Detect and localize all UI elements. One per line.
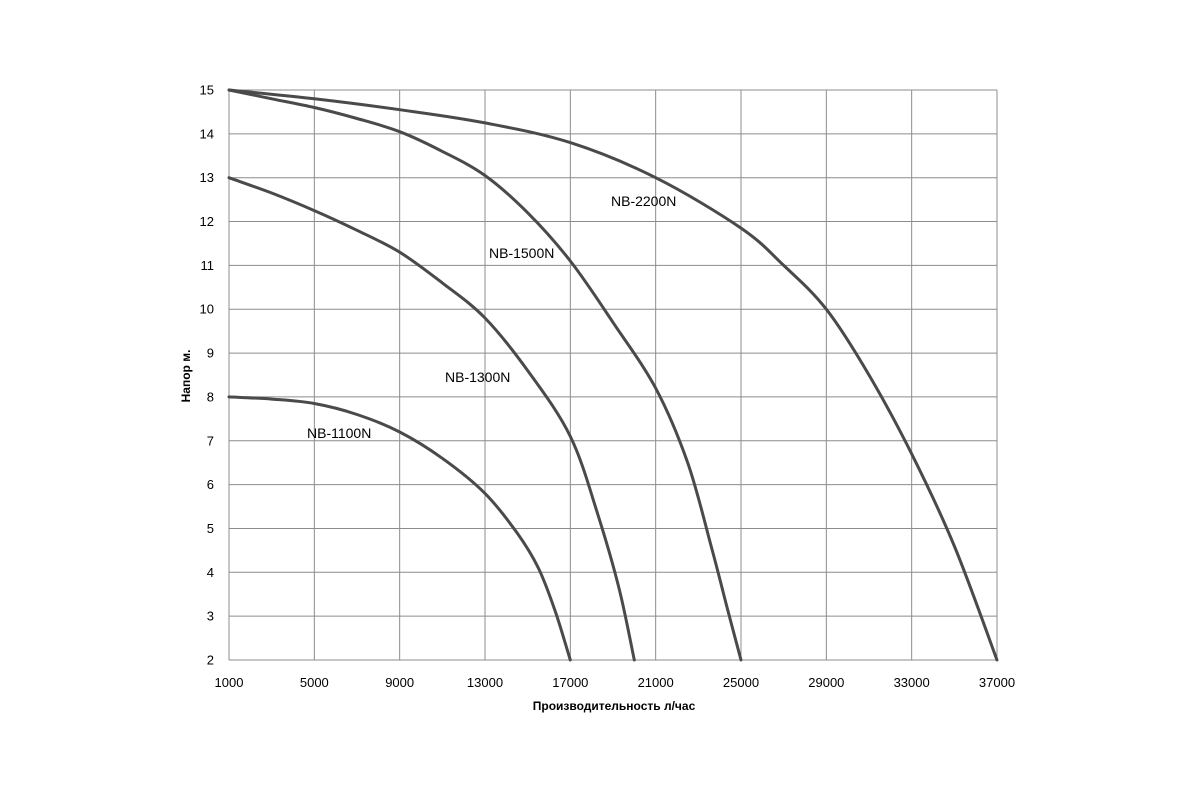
curve-nb-1100n <box>227 395 572 662</box>
y-tick-label: 8 <box>207 389 214 404</box>
y-tick-label: 3 <box>207 609 214 624</box>
x-tick-label: 37000 <box>979 675 1015 690</box>
y-tick-label: 11 <box>201 258 215 273</box>
x-tick-label: 1000 <box>215 675 244 690</box>
x-tick-label: 17000 <box>552 675 588 690</box>
curve-label-nb-1100n: NB-1100N <box>307 425 371 441</box>
x-tick-labels: 1000 5000 9000 13000 17000 21000 25000 29000 330… <box>215 675 1016 690</box>
x-tick-label: 29000 <box>808 675 844 690</box>
y-tick-label: 2 <box>207 653 214 668</box>
x-tick-label: 33000 <box>894 675 930 690</box>
curve-nb-1500n <box>227 88 743 662</box>
curve-label-nb-1500n: NB-1500N <box>489 245 554 261</box>
performance-curves <box>227 88 999 662</box>
y-tick-label: 13 <box>200 170 214 185</box>
y-tick-label: 6 <box>207 477 214 492</box>
y-tick-label: 9 <box>207 346 214 361</box>
y-tick-label: 15 <box>200 83 214 98</box>
x-tick-label: 5000 <box>300 675 329 690</box>
curve-nb-2200n <box>227 88 999 662</box>
x-tick-label: 13000 <box>467 675 503 690</box>
curve-labels: NB-1100N NB-1300N NB-1500N NB-2200N <box>307 193 676 441</box>
curve-label-nb-2200n: NB-2200N <box>611 193 676 209</box>
y-tick-label: 4 <box>207 565 214 580</box>
x-tick-label: 9000 <box>385 675 414 690</box>
y-tick-label: 14 <box>200 126 214 141</box>
y-tick-label: 5 <box>207 521 214 536</box>
y-tick-label: 10 <box>200 302 214 317</box>
y-tick-labels: 2 3 4 5 6 7 8 9 10 11 12 13 14 15 <box>200 83 214 668</box>
curve-label-nb-1300n: NB-1300N <box>445 369 510 385</box>
horizontal-gridlines <box>229 89 997 661</box>
y-axis-title: Напор м. <box>179 350 193 403</box>
y-tick-label: 12 <box>200 214 214 229</box>
y-tick-label: 7 <box>207 433 214 448</box>
vertical-gridlines <box>228 90 998 660</box>
x-tick-label: 25000 <box>723 675 759 690</box>
x-tick-label: 21000 <box>638 675 674 690</box>
curve-nb-1300n <box>227 176 636 662</box>
x-axis-title: Производительность л/час <box>533 699 696 713</box>
